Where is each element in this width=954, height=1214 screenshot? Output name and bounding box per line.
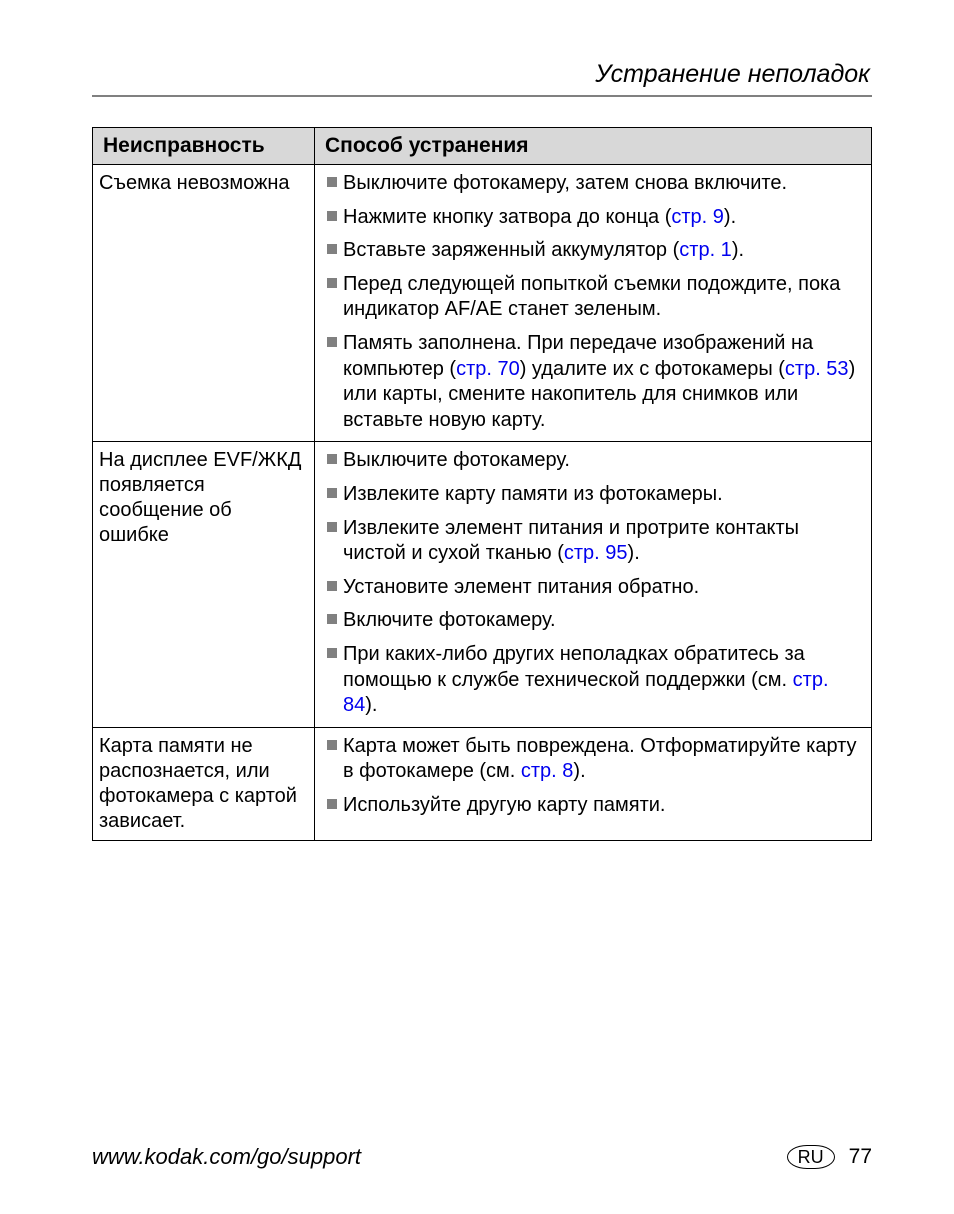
footer-url: www.kodak.com/go/support: [92, 1144, 361, 1170]
page-ref-link[interactable]: стр. 84: [343, 669, 829, 717]
lang-badge: RU: [787, 1145, 835, 1169]
page-ref-link[interactable]: стр. 9: [671, 206, 724, 228]
solution-text: Нажмите кнопку затвора до конца (стр. 9)…: [343, 205, 865, 231]
solution-item: Извлеките элемент питания и протрите кон…: [321, 514, 865, 571]
solution-text: Перед следующей попыткой съемки подождит…: [343, 272, 865, 323]
solution-item: Вставьте заряженный аккумулятор (стр. 1)…: [321, 236, 865, 268]
solution-text: Карта может быть повреждена. Отформатиру…: [343, 734, 865, 785]
page-ref-link[interactable]: стр. 95: [564, 542, 628, 564]
bullet-icon: [321, 238, 343, 254]
solution-text: Память заполнена. При передаче изображен…: [343, 331, 865, 433]
page-ref-link[interactable]: стр. 1: [679, 239, 732, 261]
solution-cell: Выключите фотокамеру, затем снова включи…: [315, 165, 872, 442]
solution-text: Включите фотокамеру.: [343, 608, 865, 634]
bullet-icon: [321, 642, 343, 658]
page-ref-link[interactable]: стр. 8: [521, 760, 574, 782]
solution-item: При каких-либо других неполадках обратит…: [321, 640, 865, 723]
solution-item: Память заполнена. При передаче изображен…: [321, 329, 865, 437]
table-row: Съемка невозможна Выключите фотокамеру, з…: [93, 165, 872, 442]
solution-item: Используйте другую карту памяти.: [321, 791, 865, 823]
solution-text: При каких-либо других неполадках обратит…: [343, 642, 865, 719]
bullet-icon: [321, 448, 343, 464]
col-header-problem: Неисправность: [93, 128, 315, 165]
bullet-icon: [321, 608, 343, 624]
bullet-icon: [321, 516, 343, 532]
solution-item: Выключите фотокамеру, затем снова включи…: [321, 169, 865, 201]
solution-item: Включите фотокамеру.: [321, 606, 865, 638]
solution-cell: Выключите фотокамеру. Извлеките карту пам…: [315, 442, 872, 727]
bullet-icon: [321, 205, 343, 221]
troubleshooting-table: Неисправность Способ устранения Съемка н…: [92, 127, 872, 841]
page-footer: www.kodak.com/go/support RU 77: [92, 1144, 872, 1170]
table-row: Карта памяти не распознается, или фотока…: [93, 727, 872, 840]
page-ref-link[interactable]: стр. 53: [785, 358, 849, 380]
solution-text: Извлеките карту памяти из фотокамеры.: [343, 482, 865, 508]
bullet-icon: [321, 575, 343, 591]
bullet-icon: [321, 482, 343, 498]
section-title: Устранение неполадок: [92, 60, 872, 89]
solution-item: Выключите фотокамеру.: [321, 446, 865, 478]
problem-cell: Съемка невозможна: [93, 165, 315, 442]
solution-text: Вставьте заряженный аккумулятор (стр. 1)…: [343, 238, 865, 264]
page-number: 77: [849, 1145, 872, 1169]
solution-item: Извлеките карту памяти из фотокамеры.: [321, 480, 865, 512]
solution-text: Используйте другую карту памяти.: [343, 793, 865, 819]
bullet-icon: [321, 734, 343, 750]
solution-cell: Карта может быть повреждена. Отформатиру…: [315, 727, 872, 840]
solution-item: Карта может быть повреждена. Отформатиру…: [321, 732, 865, 789]
table-row: На дисплее EVF/ЖКД появляется сообщение …: [93, 442, 872, 727]
solution-item: Нажмите кнопку затвора до конца (стр. 9)…: [321, 203, 865, 235]
solution-item: Перед следующей попыткой съемки подождит…: [321, 270, 865, 327]
bullet-icon: [321, 793, 343, 809]
solution-text: Выключите фотокамеру, затем снова включи…: [343, 171, 865, 197]
solution-item: Установите элемент питания обратно.: [321, 573, 865, 605]
solution-text: Установите элемент питания обратно.: [343, 575, 865, 601]
bullet-icon: [321, 272, 343, 288]
page-ref-link[interactable]: стр. 70: [456, 358, 520, 380]
title-rule: [92, 95, 872, 97]
col-header-solution: Способ устранения: [315, 128, 872, 165]
solution-text: Выключите фотокамеру.: [343, 448, 865, 474]
problem-cell: Карта памяти не распознается, или фотока…: [93, 727, 315, 840]
bullet-icon: [321, 331, 343, 347]
solution-text: Извлеките элемент питания и протрите кон…: [343, 516, 865, 567]
bullet-icon: [321, 171, 343, 187]
problem-cell: На дисплее EVF/ЖКД появляется сообщение …: [93, 442, 315, 727]
